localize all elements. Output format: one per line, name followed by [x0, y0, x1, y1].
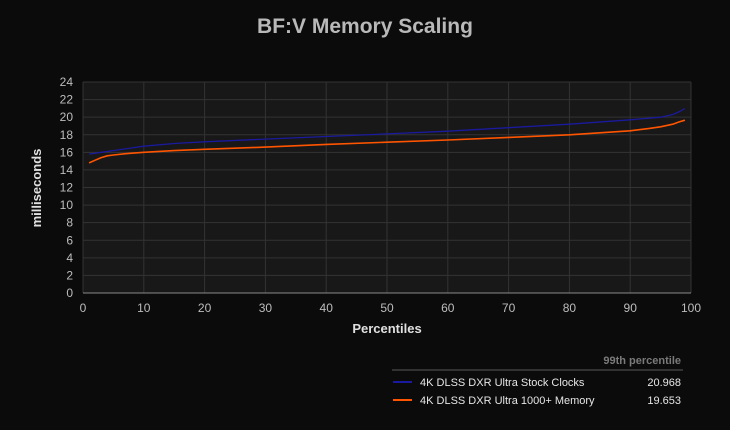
legend: 99th percentile 4K DLSS DXR Ultra Stock …: [392, 355, 683, 407]
legend-label: 4K DLSS DXR Ultra Stock Clocks: [420, 377, 585, 389]
y-tick-label: 14: [60, 163, 74, 177]
y-tick-label: 12: [60, 181, 74, 195]
series-line: [89, 108, 686, 155]
x-tick-label: 80: [563, 301, 577, 315]
legend-value: 20.968: [647, 377, 681, 389]
x-axis-label: Percentiles: [352, 321, 421, 336]
x-tick-label: 90: [624, 301, 638, 315]
y-tick-label: 10: [60, 198, 74, 212]
series-line: [88, 119, 686, 164]
y-tick-label: 6: [66, 233, 73, 247]
x-tick-label: 50: [380, 301, 394, 315]
grid: [82, 81, 692, 294]
legend-entry: 4K DLSS DXR Ultra 1000+ Memory 19.653: [393, 395, 681, 407]
y-tick-label: 20: [60, 110, 74, 124]
chart-title: BF:V Memory Scaling: [257, 15, 473, 38]
y-tick-label: 18: [60, 128, 74, 142]
x-tick-label: 100: [681, 301, 701, 315]
x-tick-label: 70: [502, 301, 516, 315]
legend-value: 19.653: [647, 395, 681, 407]
x-tick-label: 60: [441, 301, 455, 315]
y-tick-label: 4: [66, 251, 73, 265]
y-tick-label: 0: [66, 286, 73, 300]
y-tick-label: 16: [60, 145, 74, 159]
y-tick-label: 24: [60, 75, 74, 89]
x-tick-labels: 0 10 20 30 40 50 60 70 80 90 100: [80, 301, 702, 315]
x-tick-label: 40: [320, 301, 334, 315]
y-tick-label: 22: [60, 93, 74, 107]
x-tick-label: 30: [259, 301, 273, 315]
x-tick-label: 20: [198, 301, 212, 315]
y-tick-label: 2: [66, 268, 73, 282]
x-tick-label: 0: [80, 301, 87, 315]
legend-header: 99th percentile: [603, 355, 681, 367]
y-tick-label: 8: [66, 216, 73, 230]
x-tick-label: 10: [137, 301, 151, 315]
legend-entry: 4K DLSS DXR Ultra Stock Clocks 20.968: [393, 377, 681, 389]
legend-label: 4K DLSS DXR Ultra 1000+ Memory: [420, 395, 595, 407]
y-axis-label: milliseconds: [29, 149, 44, 228]
series-lines: [88, 108, 686, 164]
